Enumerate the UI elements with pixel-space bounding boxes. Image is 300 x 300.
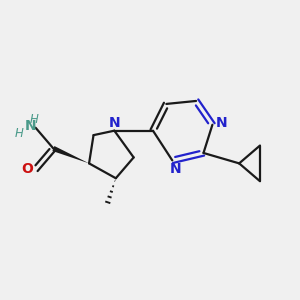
Text: N: N: [109, 116, 120, 130]
Text: H: H: [15, 127, 24, 140]
Text: N: N: [215, 116, 227, 130]
Text: N: N: [169, 162, 181, 176]
Text: N: N: [24, 119, 36, 133]
Text: H: H: [30, 113, 38, 126]
Text: O: O: [21, 162, 33, 176]
Polygon shape: [52, 146, 89, 164]
